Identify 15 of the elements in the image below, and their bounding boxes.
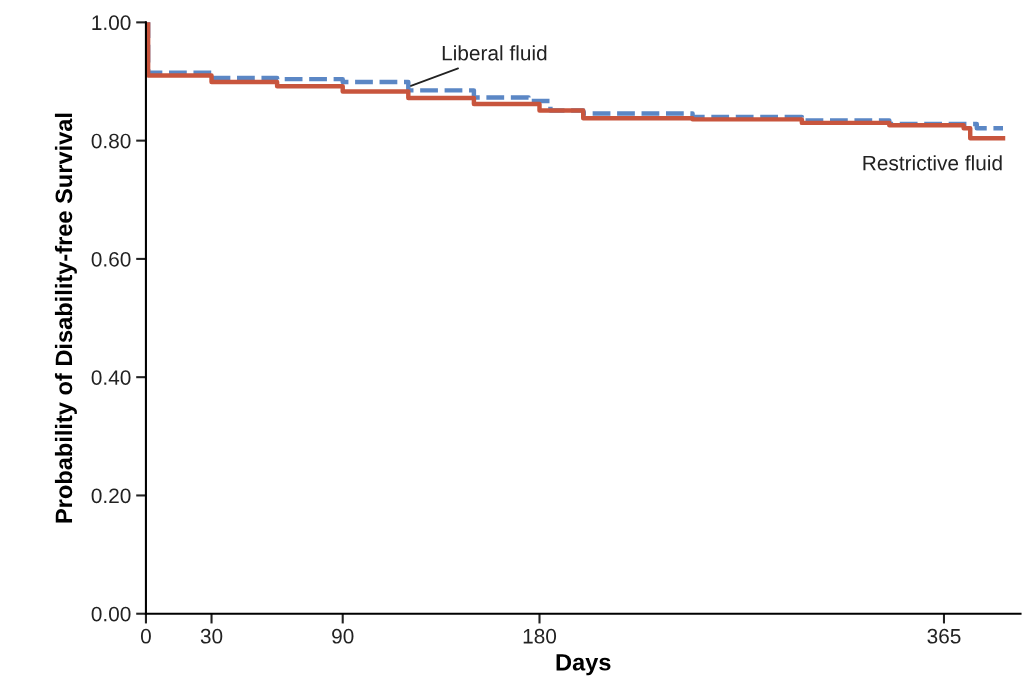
y-tick-label: 0.80 [91, 133, 131, 149]
y-tick-label: 0.60 [91, 251, 131, 267]
x-tick-label: 365 [927, 628, 961, 644]
y-tick-label: 0.00 [91, 606, 131, 622]
series-label: Liberal fluid [442, 45, 547, 61]
x-axis-title: Days [556, 654, 611, 676]
series-label: Restrictive fluid [863, 155, 1002, 171]
x-tick-label: 90 [332, 628, 354, 644]
y-tick-label: 1.00 [92, 15, 131, 31]
x-tick-label: 180 [523, 628, 557, 644]
x-tick-label: 30 [200, 628, 223, 644]
y-tick-label: 0.40 [91, 370, 131, 385]
x-tick-label: 0 [140, 628, 151, 644]
y-axis-title: Probability of Disability-free Survival [54, 113, 77, 523]
y-tick-label: 0.20 [91, 488, 131, 504]
